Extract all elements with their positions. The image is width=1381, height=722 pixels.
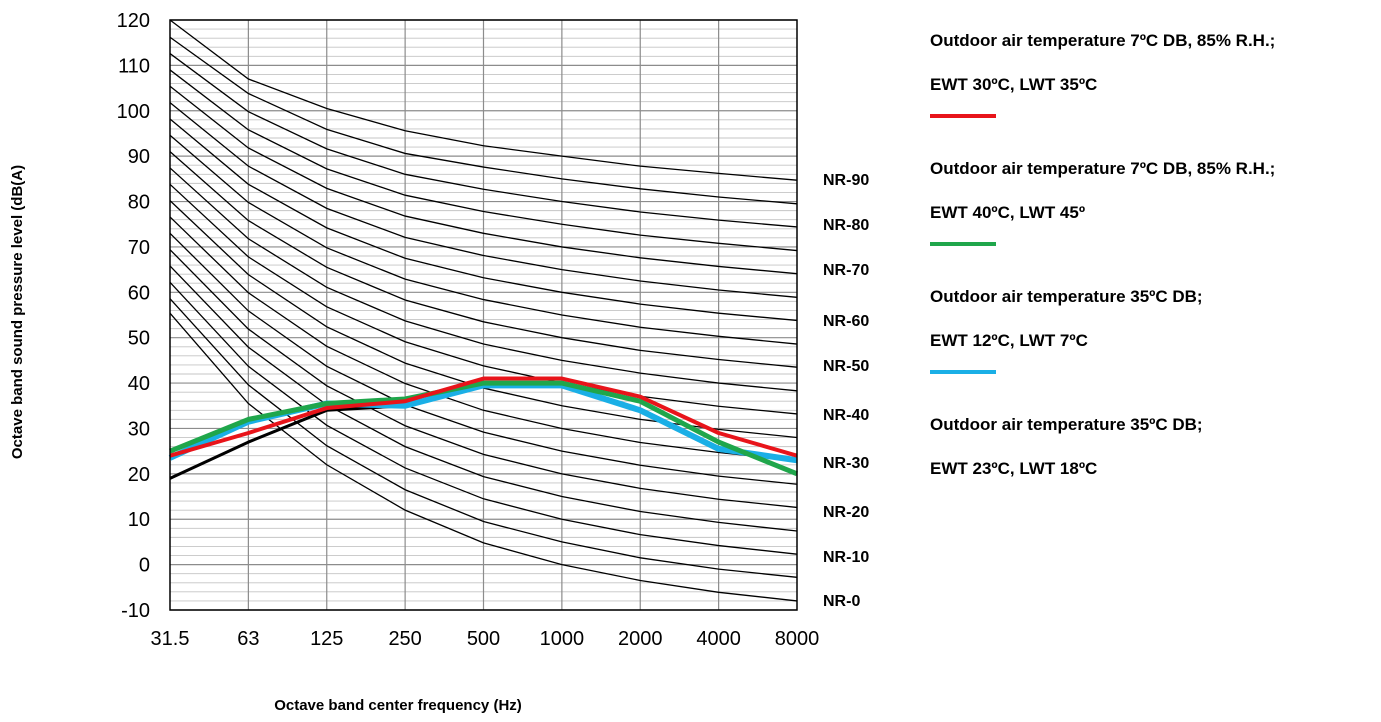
- series-line: [169, 376, 798, 458]
- nr-labels: NR-90 NR-80 NR-70 NR-60 NR-50 NR-40 NR-30 NR-20…: [823, 172, 869, 610]
- y-tick-label: 50: [128, 328, 150, 350]
- nr-curve: [169, 19, 798, 181]
- nr-curve: [169, 53, 798, 228]
- legend-entry: Outdoor air temperature 35ºC DB; EWT 12º…: [930, 282, 1370, 374]
- y-tick-label: 80: [128, 192, 150, 214]
- nr-label: NR-0: [823, 593, 860, 610]
- nr-label: NR-30: [823, 455, 869, 472]
- x-tick-label: 8000: [775, 628, 820, 650]
- y-tick-label: 40: [128, 373, 150, 395]
- nr-curve: [169, 265, 798, 532]
- nr-label: NR-40: [823, 407, 869, 424]
- legend-label-line2: EWT 23ºC, LWT 18ºC: [930, 459, 1098, 478]
- nr-curve: [169, 151, 798, 368]
- legend-label-line1: Outdoor air temperature 35ºC DB;: [930, 415, 1203, 434]
- x-tick-label: 4000: [696, 628, 741, 650]
- y-tick-label: 10: [128, 509, 150, 531]
- y-tick-label: -10: [121, 600, 150, 622]
- plot-frame: [169, 19, 798, 611]
- nr-label: NR-50: [823, 358, 869, 375]
- grid: [170, 19, 797, 611]
- legend-label-line1: Outdoor air temperature 7ºC DB, 85% R.H.…: [930, 31, 1276, 50]
- nr-curve: [169, 232, 798, 485]
- x-tick-labels: 31.5 63 125 250 500 1000 2000 4000 8000: [151, 628, 820, 650]
- x-tick-label: 250: [388, 628, 421, 650]
- nr-curve: [169, 36, 798, 205]
- series-line: [169, 380, 798, 477]
- x-tick-label: 31.5: [151, 628, 190, 650]
- nr-curve: [169, 134, 798, 345]
- legend-label-line2: EWT 12ºC, LWT 7ºC: [930, 331, 1088, 350]
- legend-entry: Outdoor air temperature 7ºC DB, 85% R.H.…: [930, 26, 1370, 118]
- nr-curve: [169, 85, 798, 275]
- legend-entry: Outdoor air temperature 35ºC DB; EWT 23º…: [930, 410, 1370, 498]
- y-tick-label: 30: [128, 418, 150, 440]
- nr-curve: [169, 167, 798, 392]
- nr-curve: [169, 249, 798, 509]
- nr-curve: [169, 118, 798, 322]
- series-line: [169, 404, 406, 480]
- nr-curve: [169, 281, 798, 555]
- y-tick-label: 20: [128, 464, 150, 486]
- y-tick-label: 60: [128, 282, 150, 304]
- y-tick-label: 120: [117, 10, 150, 32]
- y-tick-label: 110: [118, 55, 150, 77]
- x-tick-label: 125: [310, 628, 343, 650]
- legend-label-line1: Outdoor air temperature 7ºC DB, 85% R.H.…: [930, 159, 1276, 178]
- y-tick-label: 100: [117, 101, 150, 123]
- y-axis-title: Octave band sound pressure level (dB(A): [9, 165, 26, 459]
- y-tick-label: 90: [128, 146, 150, 168]
- nr-curve: [169, 69, 798, 252]
- nr-label: NR-90: [823, 172, 869, 189]
- nr-label: NR-10: [823, 549, 869, 566]
- nr-label: NR-70: [823, 262, 869, 279]
- nr-label: NR-60: [823, 313, 869, 330]
- x-tick-label: 63: [237, 628, 259, 650]
- nr-label: NR-20: [823, 504, 869, 521]
- nr-curve: [169, 216, 798, 462]
- legend-label-line1: Outdoor air temperature 35ºC DB;: [930, 287, 1203, 306]
- nr-curves: [169, 19, 798, 602]
- y-tick-label: 0: [139, 555, 150, 577]
- x-tick-label: 500: [467, 628, 500, 650]
- legend-swatch: [930, 114, 996, 118]
- legend-swatch: [930, 370, 996, 374]
- legend-entry: Outdoor air temperature 7ºC DB, 85% R.H.…: [930, 154, 1370, 246]
- legend-label-line2: EWT 30ºC, LWT 35ºC: [930, 75, 1098, 94]
- nr-label: NR-80: [823, 217, 869, 234]
- x-axis-title: Octave band center frequency (Hz): [274, 697, 522, 714]
- nr-curve: [169, 102, 798, 298]
- nr-curve: [169, 183, 798, 415]
- series-lines: [168, 376, 798, 480]
- y-tick-label: 70: [128, 237, 150, 259]
- x-tick-label: 2000: [618, 628, 663, 650]
- nr-curve: [169, 298, 798, 578]
- x-tick-label: 1000: [540, 628, 585, 650]
- legend-label-line2: EWT 40ºC, LWT 45º: [930, 203, 1086, 222]
- legend-swatch: [930, 242, 996, 246]
- legend: Outdoor air temperature 7ºC DB, 85% R.H.…: [930, 26, 1370, 498]
